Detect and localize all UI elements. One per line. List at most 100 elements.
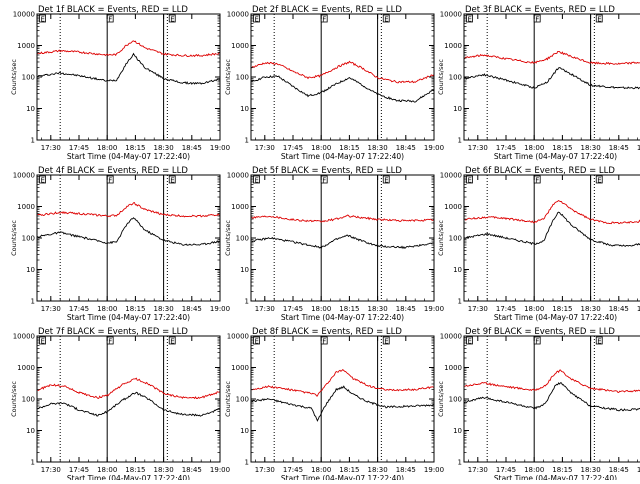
panel-title: Det 6f BLACK = Events, RED = LLD [465,166,615,176]
plot-frame [250,13,435,141]
y-tick-label: 10000 [13,11,35,19]
series-line-events [251,385,435,422]
y-tick-label: 1000 [17,203,35,211]
x-tick-label: 18:45 [396,144,416,152]
x-tick-label: 17:45 [283,305,303,313]
x-tick-label: 17:45 [283,144,303,152]
y-tick-label: 100 [449,74,462,82]
x-tick-label: 17:45 [69,466,89,474]
series-line-events [464,67,640,90]
y-axis-label: Counts/sec [10,220,18,256]
x-tick-label: 18:15 [339,466,359,474]
mode-marker-label: E [384,338,388,346]
mode-marker-label: F [108,338,112,346]
x-tick-label: 18:30 [581,144,601,152]
plot-frame [250,174,435,302]
x-tick-label: 17:45 [496,305,516,313]
y-tick-label: 10 [240,105,249,113]
x-tick-label: 19:00 [424,466,444,474]
mode-marker-box [382,336,390,345]
y-tick-label: 1000 [444,42,462,50]
y-tick-label: 10 [453,266,462,274]
series-line-events [464,211,640,247]
y-tick-label: 100 [236,396,249,404]
mode-marker-label: E [255,16,259,24]
y-tick-label: 1000 [231,203,249,211]
mode-marker-label: F [322,338,326,346]
x-tick-label: 18:45 [182,466,202,474]
y-tick-label: 100 [449,396,462,404]
x-tick-label: 17:30 [255,144,275,152]
y-axis-label: Counts/sec [224,59,232,95]
mode-marker-box [382,14,390,23]
x-tick-label: 17:45 [496,144,516,152]
y-tick-label: 1 [458,298,462,306]
x-tick-label: 18:30 [154,144,174,152]
y-tick-label: 10000 [440,11,462,19]
x-tick-label: 18:45 [396,305,416,313]
mode-marker-box [39,175,46,184]
mode-marker-label: E [597,16,601,24]
y-tick-label: 1000 [444,364,462,372]
series-line-lld [251,368,435,397]
y-tick-label: 100 [22,74,35,82]
y-tick-label: 10000 [13,172,35,180]
mode-marker-label: E [255,177,259,185]
x-tick-label: 17:45 [69,144,89,152]
x-tick-label: 17:30 [468,144,488,152]
x-tick-label: 19:00 [637,305,640,313]
y-tick-label: 1000 [231,42,249,50]
mode-marker-box [595,336,603,345]
mode-marker-label: E [468,177,472,185]
y-tick-label: 100 [22,235,35,243]
series-line-lld [37,202,221,218]
y-tick-label: 1 [31,137,35,145]
x-tick-label: 18:45 [182,305,202,313]
x-axis-label: Start Time (04-May-07 17:22:40) [494,152,617,161]
y-tick-label: 1 [31,459,35,467]
x-tick-label: 18:45 [609,305,629,313]
y-tick-label: 1000 [17,364,35,372]
x-tick-label: 19:00 [210,466,230,474]
y-tick-label: 10000 [13,333,35,341]
x-tick-label: 17:30 [255,305,275,313]
x-axis-label: Start Time (04-May-07 17:22:40) [67,152,190,161]
plot-frame [463,174,640,302]
mode-marker-box [39,336,46,345]
mode-marker-label: F [535,177,539,185]
y-tick-label: 10000 [440,333,462,341]
y-tick-label: 100 [449,235,462,243]
x-tick-label: 18:15 [339,144,359,152]
x-tick-label: 17:30 [468,466,488,474]
x-tick-label: 19:00 [637,466,640,474]
x-tick-label: 18:15 [125,144,145,152]
x-tick-label: 19:00 [424,305,444,313]
panel-title: Det 2f BLACK = Events, RED = LLD [252,5,402,15]
x-tick-label: 17:45 [283,466,303,474]
mode-marker-label: F [322,16,326,24]
y-tick-label: 1 [458,137,462,145]
x-tick-label: 18:30 [368,305,388,313]
mode-marker-label: E [384,177,388,185]
mode-marker-label: F [108,16,112,24]
x-tick-label: 18:30 [581,466,601,474]
mode-marker-box [253,336,260,345]
x-tick-label: 18:00 [311,305,331,313]
y-tick-label: 10 [240,427,249,435]
x-tick-label: 18:00 [524,305,544,313]
x-axis-label: Start Time (04-May-07 17:22:40) [494,313,617,322]
panel-title: Det 1f BLACK = Events, RED = LLD [38,5,188,15]
mode-marker-box [168,336,176,345]
x-tick-label: 17:30 [468,305,488,313]
x-tick-label: 18:00 [97,305,117,313]
x-tick-label: 18:15 [552,305,572,313]
y-tick-label: 10000 [227,11,249,19]
x-axis-label: Start Time (04-May-07 17:22:40) [494,474,617,480]
series-line-lld [464,369,640,393]
